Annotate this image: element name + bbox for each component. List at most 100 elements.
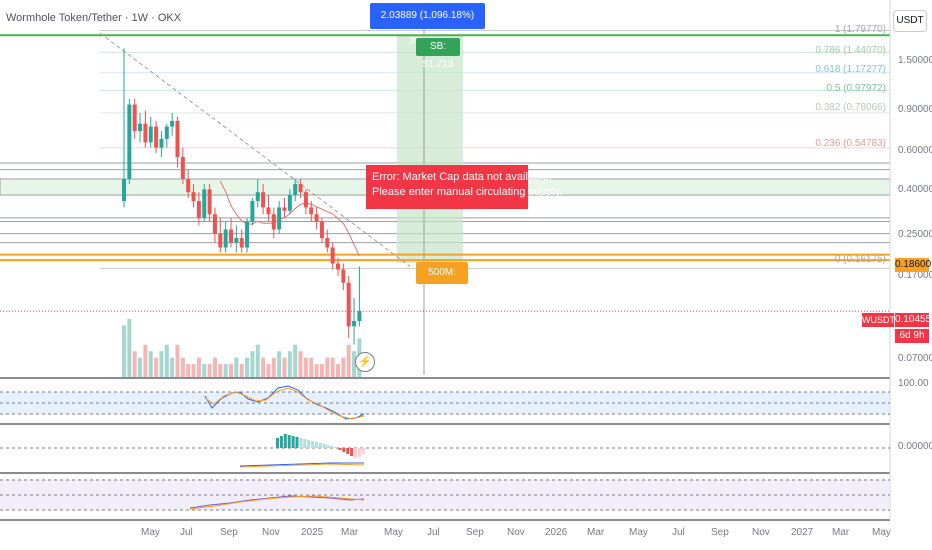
candle-body [218,233,223,248]
candle-body [207,189,212,215]
x-tick: May [872,527,891,538]
volume-bar [336,364,340,377]
fib-label: 0.382 (0.78066) [815,102,886,113]
candle-body [186,178,191,193]
candle-body [234,238,239,243]
candle-body [229,229,233,243]
macd-histogram-bar [291,436,295,448]
y-tick: 0.90000 [898,104,932,115]
volume-bar [143,344,148,377]
fib-label: 0.786 (1.44070) [815,45,886,56]
volume-bar [239,364,244,377]
macd-signal-line [239,463,365,468]
macd-histogram-bar [338,448,342,450]
macd-histogram-bar [357,448,361,457]
fib-label: 0.618 (1.17277) [815,64,886,75]
stoch-line [189,495,365,509]
volume-bar [212,357,217,377]
macd-histogram-bar [350,448,354,456]
volume-bar [341,357,346,377]
volume-bar [186,364,191,377]
macd-histogram-bar [315,442,318,448]
candle-body [346,282,351,327]
candle-body [159,138,164,148]
volume-bar [346,344,351,377]
volume-bar [314,364,319,377]
target-label[interactable]: SB: $1.713 [416,38,460,70]
candle-body [341,269,346,283]
volume-bar [229,364,233,377]
candle-body [287,195,292,211]
macd-histogram-bar [311,441,315,448]
volume-bar [255,344,260,377]
x-tick: Mar [587,527,605,538]
volume-bar [191,364,196,377]
volume-bar [298,351,303,377]
currency-button[interactable]: USDT [893,10,927,32]
volume-bar [234,357,239,377]
volume-bar [180,357,185,377]
x-tick: Nov [507,527,525,538]
trendline [99,32,411,267]
candle-body [132,104,137,132]
macd-histogram-bar [299,438,303,448]
x-tick: Sep [466,527,484,538]
error-line-2: Please enter manual circulating supply. [372,186,563,198]
macd-histogram-bar [295,437,299,448]
macd-histogram-bar [276,438,279,448]
x-tick: Sep [711,527,729,538]
volume-bar [325,357,330,377]
volume-bar [132,351,137,377]
y-tick: 0.40000 [898,184,932,195]
fib-label: 0 (0.16175) [834,254,886,265]
x-tick: Jul [427,527,440,538]
macd-histogram-bar [287,435,291,448]
entry-label[interactable]: 500M: $0.171 [416,262,468,300]
volume-bar [127,319,132,377]
stoch-signal-line [189,495,365,510]
error-message: Error: Market Cap data not available. Pl… [366,165,563,209]
volume-bar [293,344,298,377]
candle-body [293,184,298,196]
candle-countdown: 6d 9h [895,329,929,343]
y-tick: 0.17000 [898,270,932,281]
x-tick: Jul [180,527,193,538]
volume-bar [282,357,287,377]
level-price-badge: 0.18600 [895,258,932,272]
x-tick: Sep [220,527,238,538]
macd-histogram-bar [283,434,287,448]
candle-body [352,321,357,327]
x-tick: 2026 [545,527,568,538]
candle-body [303,192,308,208]
macd-histogram-bar [361,448,365,454]
candle-body [154,126,159,148]
x-tick: Mar [832,527,850,538]
candle-body [223,229,228,248]
volume-bar [287,351,292,377]
candle-body [212,214,217,234]
macd-histogram-bar [342,448,346,452]
volume-bar [202,364,207,377]
candle-body [148,126,153,143]
candle-body [298,184,303,193]
macd-level-label: 0.00000 [898,441,932,452]
volume-bar [148,351,153,377]
candle-body [255,192,260,202]
volume-bar [122,325,126,377]
volume-bar [303,357,308,377]
x-tick: May [629,527,648,538]
macd-histogram-bar [322,444,326,448]
macd-histogram-bar [303,439,307,448]
volume-bar [261,357,266,377]
candle-body [239,238,244,248]
volume-bar [330,357,335,377]
candle-body [266,207,271,215]
candle-body [336,263,340,270]
candle-body [170,120,175,127]
lightning-icon[interactable]: ⚡ [355,352,375,372]
volume-bar [138,357,143,377]
candle-body [250,201,255,222]
macd-histogram-bar [330,446,334,448]
chart-title: Wormhole Token/Tether · 1W · OKX [6,12,182,24]
volume-bar [245,357,250,377]
